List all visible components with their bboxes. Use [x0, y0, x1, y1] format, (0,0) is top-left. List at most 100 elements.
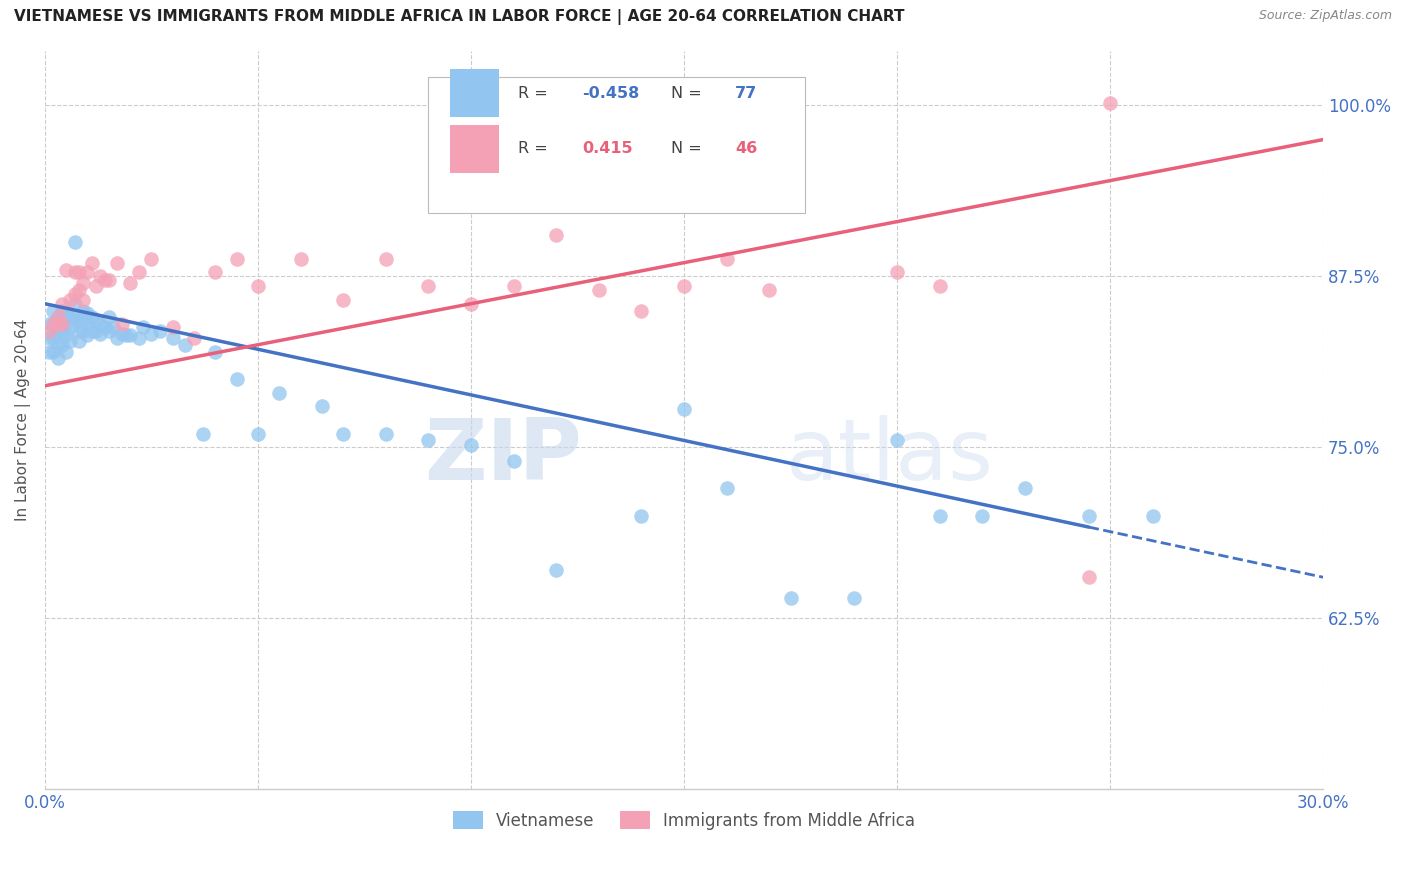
Point — [128, 265, 150, 279]
Point — [1014, 481, 1036, 495]
Point — [332, 426, 354, 441]
Point — [55, 328, 77, 343]
Point — [1142, 508, 1164, 523]
Point — [132, 320, 155, 334]
Point — [59, 334, 82, 348]
Point — [67, 265, 90, 279]
Point — [174, 337, 197, 351]
Point — [51, 296, 73, 310]
Point — [97, 273, 120, 287]
Point — [38, 331, 60, 345]
Point — [42, 331, 65, 345]
Point — [97, 324, 120, 338]
Point — [972, 508, 994, 523]
Point — [290, 252, 312, 266]
Point — [886, 434, 908, 448]
Point — [42, 303, 65, 318]
Y-axis label: In Labor Force | Age 20-64: In Labor Force | Age 20-64 — [15, 318, 31, 521]
Point — [59, 310, 82, 325]
Point — [89, 269, 111, 284]
Point — [844, 591, 866, 605]
Text: 46: 46 — [735, 141, 758, 156]
Point — [67, 283, 90, 297]
Point — [716, 481, 738, 495]
Point — [51, 317, 73, 331]
Point — [105, 255, 128, 269]
Point — [46, 337, 69, 351]
Point — [269, 385, 291, 400]
Point — [101, 320, 124, 334]
Text: N =: N = — [671, 86, 707, 101]
Point — [51, 337, 73, 351]
Point — [191, 426, 214, 441]
Legend: Vietnamese, Immigrants from Middle Africa: Vietnamese, Immigrants from Middle Afric… — [446, 805, 922, 837]
Point — [72, 313, 94, 327]
Point — [502, 454, 524, 468]
Point — [46, 351, 69, 366]
Point — [546, 228, 568, 243]
Point — [76, 306, 98, 320]
Point — [311, 399, 333, 413]
Point — [59, 293, 82, 307]
Point — [779, 591, 801, 605]
Point — [183, 331, 205, 345]
Point — [110, 326, 132, 341]
FancyBboxPatch shape — [450, 125, 499, 172]
Point — [672, 279, 695, 293]
Point — [204, 265, 226, 279]
Point — [225, 372, 247, 386]
Point — [38, 324, 60, 338]
Point — [630, 303, 652, 318]
Point — [1077, 508, 1099, 523]
Text: Source: ZipAtlas.com: Source: ZipAtlas.com — [1258, 9, 1392, 22]
Point — [97, 310, 120, 325]
Point — [162, 320, 184, 334]
Point — [51, 303, 73, 318]
Point — [546, 563, 568, 577]
Text: -0.458: -0.458 — [582, 86, 638, 101]
Point — [141, 252, 163, 266]
Text: ZIP: ZIP — [425, 416, 582, 499]
Point — [418, 434, 440, 448]
Point — [63, 296, 86, 310]
Point — [716, 252, 738, 266]
Point — [758, 283, 780, 297]
FancyBboxPatch shape — [450, 70, 499, 117]
Text: 0.415: 0.415 — [582, 141, 633, 156]
Point — [502, 279, 524, 293]
Point — [67, 324, 90, 338]
Point — [225, 252, 247, 266]
Point — [55, 262, 77, 277]
Point — [84, 324, 107, 338]
Point — [67, 314, 90, 328]
Point — [55, 344, 77, 359]
Point — [80, 324, 103, 338]
Point — [46, 324, 69, 338]
Point — [63, 310, 86, 325]
Point — [1099, 95, 1122, 110]
Point — [460, 296, 482, 310]
Point — [63, 235, 86, 249]
Text: atlas: atlas — [786, 416, 994, 499]
Point — [80, 310, 103, 325]
Point — [93, 273, 115, 287]
Point — [630, 508, 652, 523]
Point — [110, 317, 132, 331]
Point — [46, 310, 69, 325]
Point — [246, 426, 269, 441]
Text: R =: R = — [517, 141, 553, 156]
Point — [162, 331, 184, 345]
Point — [76, 265, 98, 279]
Point — [72, 324, 94, 338]
Point — [374, 252, 396, 266]
Text: VIETNAMESE VS IMMIGRANTS FROM MIDDLE AFRICA IN LABOR FORCE | AGE 20-64 CORRELATI: VIETNAMESE VS IMMIGRANTS FROM MIDDLE AFR… — [14, 9, 904, 25]
Point — [374, 426, 396, 441]
Point — [89, 326, 111, 341]
Point — [51, 317, 73, 331]
Point — [72, 303, 94, 318]
Point — [38, 317, 60, 331]
Point — [672, 402, 695, 417]
Point — [80, 255, 103, 269]
Point — [42, 317, 65, 331]
Point — [55, 306, 77, 320]
